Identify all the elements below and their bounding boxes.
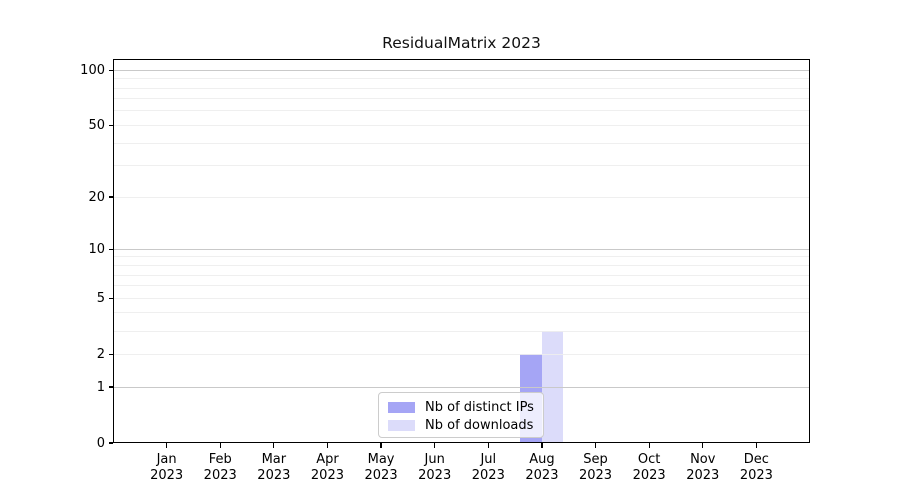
legend-label: Nb of distinct IPs — [425, 399, 534, 415]
x-tick-label: Oct 2023 — [617, 452, 681, 483]
x-tick-label-line: 2023 — [686, 467, 720, 483]
x-tick-label: Feb 2023 — [188, 452, 252, 483]
x-tick-label-line: Aug — [529, 452, 555, 467]
x-tick-label-line: 2023 — [418, 467, 452, 483]
y-tick-label: 1 — [96, 379, 105, 395]
gridline-minor — [113, 274, 810, 276]
x-tick-label: Sep 2023 — [564, 452, 628, 483]
legend: Nb of distinct IPs Nb of downloads — [378, 392, 544, 438]
x-tick-label-line: Feb — [208, 452, 232, 467]
x-tick-label: Jan 2023 — [135, 452, 199, 483]
x-tick-label-line: Mar — [261, 452, 287, 467]
legend-swatch — [388, 401, 415, 413]
x-tick-mark — [380, 443, 382, 448]
gridline-minor — [113, 330, 810, 332]
y-tick-label: 20 — [88, 189, 105, 205]
x-tick-mark — [326, 443, 329, 448]
x-tick-label: Mar 2023 — [242, 452, 306, 483]
legend-row: Nb of downloads — [388, 417, 535, 433]
gridline-minor — [113, 124, 810, 126]
gridline-major — [113, 386, 810, 388]
x-tick-label: Nov 2023 — [671, 452, 735, 483]
x-tick-label-line: Oct — [637, 452, 661, 467]
x-tick-mark — [648, 443, 650, 448]
chart-title: ResidualMatrix 2023 — [382, 34, 541, 52]
x-tick-mark — [219, 443, 221, 448]
y-tick-mark — [108, 124, 113, 126]
x-tick-mark — [594, 443, 597, 448]
gridline-minor — [113, 265, 810, 266]
y-tick-mark — [108, 297, 113, 299]
x-tick-label: Aug 2023 — [510, 452, 574, 483]
y-tick-label: 100 — [80, 62, 105, 78]
y-tick-mark — [108, 248, 113, 250]
x-tick-mark — [541, 443, 543, 448]
y-tick-mark — [108, 196, 113, 198]
x-tick-label-line: 2023 — [471, 467, 505, 483]
legend-label: Nb of downloads — [425, 417, 534, 433]
y-tick-label: 50 — [88, 117, 105, 133]
x-tick-label-line: Jul — [480, 452, 497, 467]
x-tick-label-line: 2023 — [310, 467, 344, 483]
x-tick-mark — [166, 443, 168, 448]
gridline-minor — [113, 196, 810, 198]
gridline-minor — [113, 297, 810, 299]
x-tick-label: Dec 2023 — [724, 452, 788, 483]
legend-swatch — [388, 419, 415, 431]
x-tick-label: May 2023 — [349, 452, 413, 483]
gridline-major — [113, 69, 810, 71]
x-tick-mark — [434, 443, 436, 448]
x-tick-label-line: Dec — [743, 452, 769, 467]
x-tick-mark — [487, 443, 489, 448]
x-tick-label-line: 2023 — [739, 467, 773, 483]
x-tick-mark — [755, 443, 757, 448]
x-tick-label-line: 2023 — [632, 467, 666, 483]
y-tick-mark — [108, 442, 113, 444]
x-tick-label-line: 2023 — [578, 467, 613, 483]
y-tick-mark — [108, 69, 113, 71]
x-tick-label-line: Jun — [424, 452, 445, 467]
gridline-minor — [113, 87, 810, 89]
plot-area — [113, 59, 810, 443]
legend-row: Nb of distinct IPs — [388, 399, 535, 415]
gridline-minor — [113, 98, 810, 100]
x-tick-label-line: Jan — [156, 452, 177, 467]
x-tick-label-line: May — [367, 452, 395, 467]
y-tick-label: 0 — [96, 435, 105, 451]
y-tick-label: 5 — [96, 290, 105, 306]
x-tick-label-line: 2023 — [525, 467, 559, 483]
gridline-minor — [113, 256, 810, 258]
gridline-major — [113, 248, 810, 250]
gridline-minor — [113, 142, 810, 144]
gridline-minor — [113, 78, 810, 80]
x-tick-label: Apr 2023 — [295, 452, 359, 483]
y-tick-label: 2 — [96, 346, 105, 362]
gridline-minor — [113, 312, 810, 314]
gridline-minor — [113, 285, 810, 287]
gridline-minor — [113, 165, 810, 167]
x-tick-label-line: 2023 — [203, 467, 237, 483]
x-tick-mark — [702, 443, 704, 448]
x-tick-label-line: Sep — [583, 452, 608, 467]
x-tick-label-line: 2023 — [150, 467, 184, 483]
x-tick-mark — [273, 443, 275, 448]
gridline-minor — [113, 353, 810, 355]
x-tick-label-line: 2023 — [364, 467, 398, 483]
y-tick-mark — [108, 386, 113, 388]
y-tick-label: 10 — [88, 241, 105, 257]
x-tick-label-line: Apr — [316, 452, 339, 467]
y-tick-mark — [108, 353, 113, 355]
x-tick-label-line: 2023 — [257, 467, 291, 483]
x-tick-label: Jun 2023 — [403, 452, 467, 483]
x-tick-label: Jul 2023 — [456, 452, 520, 483]
gridline-minor — [113, 110, 810, 112]
x-tick-label-line: Nov — [690, 452, 716, 467]
